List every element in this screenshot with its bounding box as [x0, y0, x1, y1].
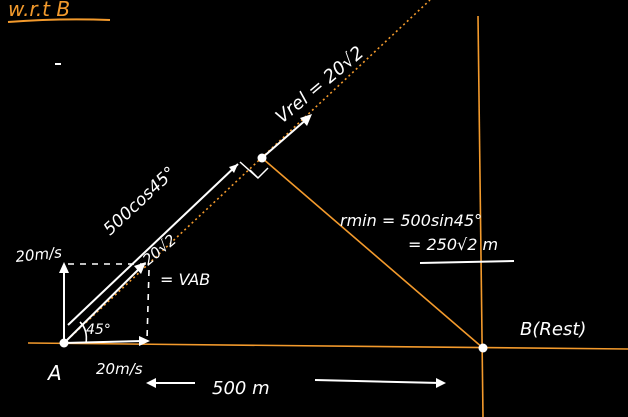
title-underline	[7, 18, 111, 23]
right-angle-tick	[239, 161, 259, 179]
distance-label: 500 m	[212, 378, 270, 399]
vertical-speed-label: 20m/s	[15, 243, 63, 266]
angle-label: 45°	[86, 322, 111, 338]
vab-name-label: = VAB	[160, 270, 210, 289]
vrel-label: Vrel = 20√2	[272, 42, 368, 128]
horizontal-axis-line	[27, 342, 628, 350]
dashed-vertical-projection	[146, 269, 150, 341]
distance-arrowhead-right	[436, 378, 446, 388]
resultant-velocity-arrowhead	[134, 262, 146, 274]
length-indicator-arrowhead	[229, 164, 238, 173]
rmin-result-label: = 250√2 m	[408, 235, 498, 254]
result-underline	[419, 260, 515, 264]
angle-arc	[79, 321, 88, 344]
distance-line-right	[314, 379, 441, 384]
closest-approach-point	[257, 153, 267, 163]
vertical-velocity-arrowhead	[59, 262, 69, 273]
point-a-label: A	[46, 361, 62, 385]
point-a-marker	[59, 338, 69, 348]
relative-path-dotted	[63, 0, 431, 344]
horizontal-speed-label: 20m/s	[96, 360, 143, 378]
minimum-distance-line	[261, 157, 484, 349]
point-b-marker	[478, 343, 488, 353]
resultant-velocity-arrow	[63, 267, 141, 344]
distance-arrowhead-left	[146, 378, 156, 388]
horizontal-velocity-arrowhead	[139, 336, 150, 346]
length-indicator-line	[67, 163, 239, 326]
vrel-arrow-line	[261, 117, 309, 159]
title-text: w.r.t B	[8, 0, 70, 21]
rmin-label: rmin = 500sin45°	[340, 211, 482, 230]
vrel-arrowhead	[300, 114, 312, 126]
horizontal-velocity-arrow	[63, 340, 144, 344]
point-b-label: B(Rest)	[520, 319, 586, 340]
cos-length-label: 500cos45°	[100, 163, 180, 240]
vab-value-label: 20√2	[139, 231, 180, 269]
